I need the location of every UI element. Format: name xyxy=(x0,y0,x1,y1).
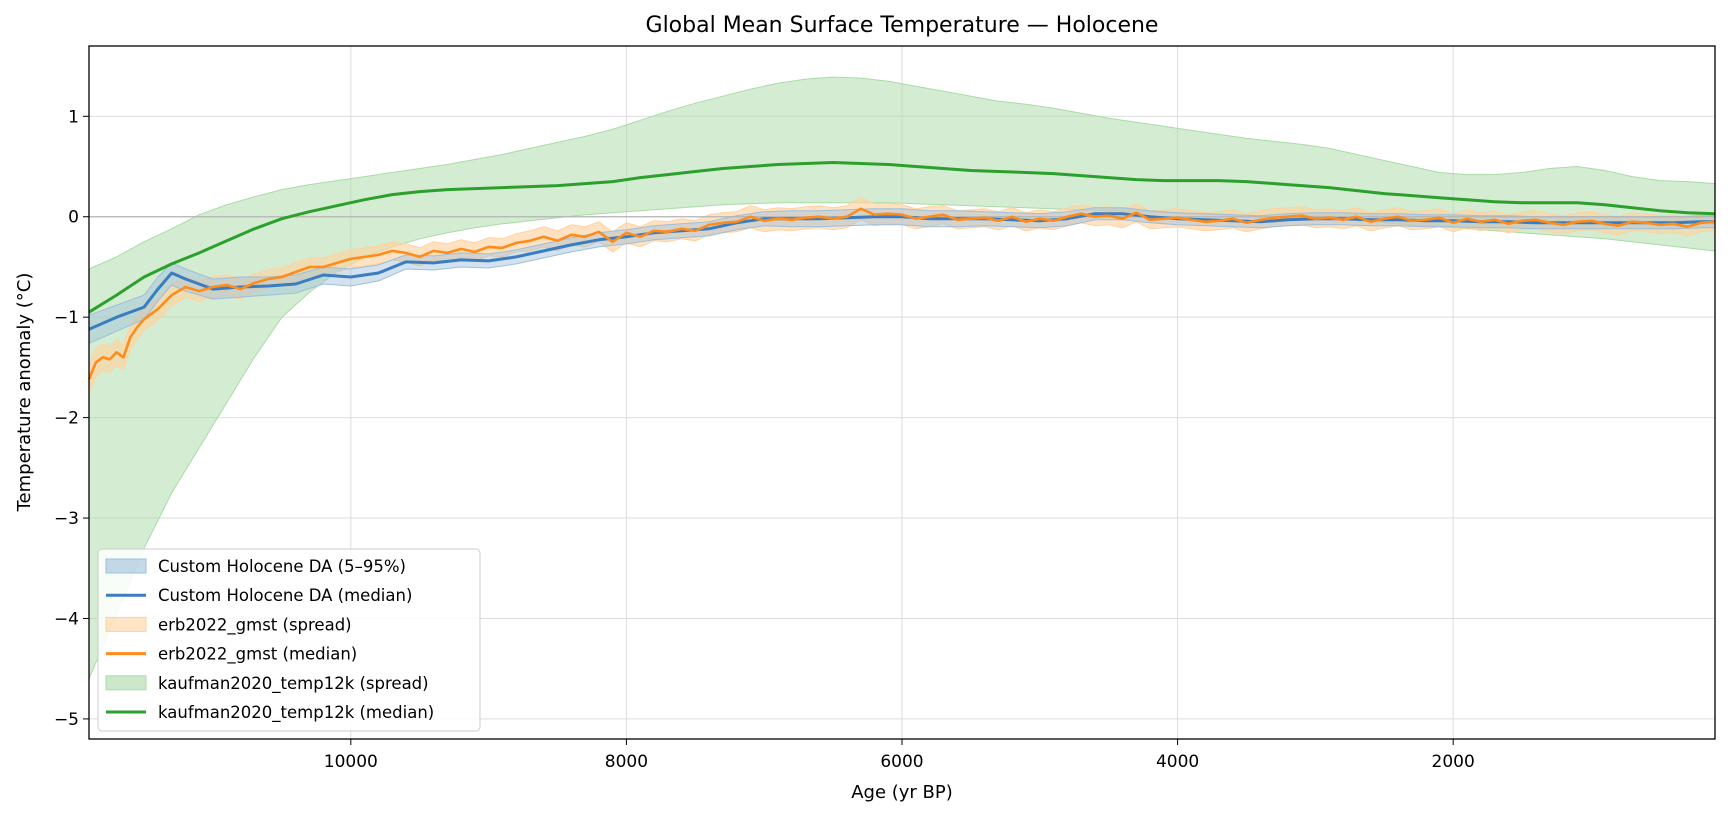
legend-label: kaufman2020_temp12k (spread) xyxy=(158,674,429,694)
legend: Custom Holocene DA (5–95%) Custom Holocen… xyxy=(97,548,481,732)
x-tick-label: 6000 xyxy=(880,752,923,772)
y-tick-label: −3 xyxy=(54,509,79,529)
legend-label: Custom Holocene DA (5–95%) xyxy=(158,557,406,576)
legend-label: Custom Holocene DA (median) xyxy=(158,586,412,605)
y-tick-label: −5 xyxy=(54,710,79,730)
kaufman-median-line xyxy=(88,161,1716,314)
legend-box xyxy=(97,548,481,732)
x-tick-label: 10000 xyxy=(324,752,378,772)
y-axis-title: Temperature anomaly (°C) xyxy=(14,273,35,513)
y-tick-label: 1 xyxy=(68,107,79,127)
chart-title: Global Mean Surface Temperature — Holoce… xyxy=(646,13,1159,38)
legend-swatch-band xyxy=(105,675,147,691)
legend-label: kaufman2020_temp12k (median) xyxy=(158,703,434,723)
median-lines xyxy=(87,161,1716,380)
legend-swatch-band xyxy=(105,616,147,632)
y-tick-label: −2 xyxy=(54,409,79,429)
legend-label: erb2022_gmst (median) xyxy=(158,645,357,665)
x-ticks: 10000 8000 6000 4000 2000 xyxy=(324,739,1475,772)
x-tick-label: 4000 xyxy=(1156,752,1199,772)
y-tick-label: −1 xyxy=(54,308,79,328)
y-tick-label: 0 xyxy=(68,208,79,228)
x-axis-title: Age (yr BP) xyxy=(851,782,953,803)
y-tick-label: −4 xyxy=(54,609,79,629)
erb-median-line xyxy=(87,207,1716,380)
x-tick-label: 8000 xyxy=(605,752,648,772)
legend-swatch-band xyxy=(105,558,147,574)
y-ticks: 1 0 −1 −2 −3 −4 −5 xyxy=(54,107,89,730)
legend-label: erb2022_gmst (spread) xyxy=(158,615,352,635)
x-tick-label: 2000 xyxy=(1432,752,1475,772)
